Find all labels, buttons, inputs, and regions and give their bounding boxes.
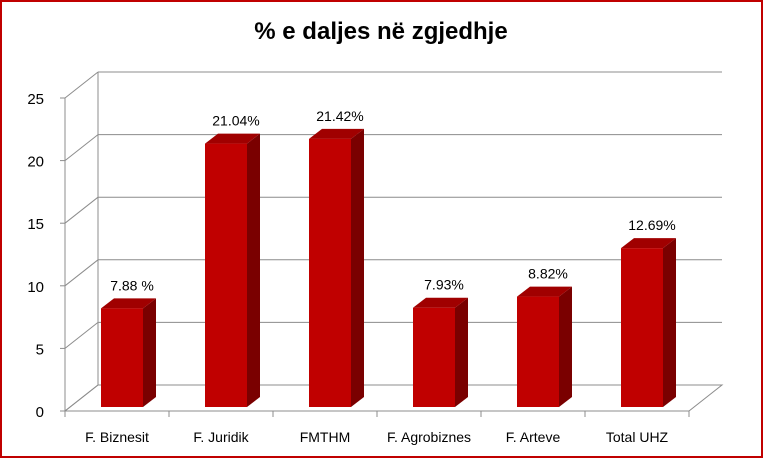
bar-front	[205, 143, 247, 407]
bar-top	[621, 238, 676, 249]
labels: 0 5 10 15 20 25 7.88 % F. Biznesit 21.04% F. Juri…	[27, 91, 675, 445]
category-label: F. Agrobiznes	[387, 429, 471, 445]
bar	[309, 128, 364, 407]
bar	[205, 133, 260, 407]
gridline-side	[64, 134, 99, 161]
bar-top	[101, 298, 156, 309]
bar	[413, 297, 468, 407]
data-label: 12.69%	[628, 217, 675, 233]
bar-front	[517, 296, 559, 407]
data-label: 7.93%	[424, 277, 464, 293]
bar-top	[517, 286, 572, 297]
gridline-side	[64, 322, 99, 349]
bar-front	[309, 138, 351, 407]
axes	[60, 72, 690, 417]
bar-side	[663, 238, 676, 407]
bar-side	[559, 286, 572, 407]
chart-title: % e daljes në zgjedhje	[254, 18, 507, 45]
bar	[621, 238, 676, 407]
category-label: FMTHM	[300, 429, 351, 445]
bar-top	[309, 128, 364, 139]
gridline-side	[64, 71, 99, 99]
y-tick-label: 20	[27, 154, 44, 171]
bar	[101, 298, 156, 407]
bar-side	[351, 128, 364, 407]
category-label: F. Arteve	[506, 429, 561, 445]
category-label: F. Juridik	[193, 429, 249, 445]
data-label: 21.42%	[316, 108, 363, 124]
category-label: F. Biznesit	[85, 429, 149, 445]
y-tick-label: 5	[36, 341, 44, 358]
y-tick-label: 10	[27, 279, 44, 296]
y-tick-label: 25	[27, 91, 44, 108]
bar-side	[247, 133, 260, 407]
data-label: 8.82%	[528, 266, 568, 282]
data-label: 21.04%	[212, 113, 259, 129]
bar-top	[205, 133, 260, 144]
bars	[101, 128, 676, 407]
y-tick-label: 15	[27, 216, 44, 233]
bar-side	[455, 297, 468, 407]
data-label: 7.88 %	[110, 277, 154, 293]
gridline-side	[64, 259, 99, 287]
gridline-side	[64, 196, 99, 224]
bar-front	[621, 248, 663, 407]
bar-front	[101, 308, 143, 407]
y-tick-label: 0	[36, 404, 44, 421]
bar-side	[143, 298, 156, 407]
bar	[517, 286, 572, 407]
bar-front	[413, 307, 455, 407]
category-label: Total UHZ	[606, 429, 669, 445]
bar-top	[413, 297, 468, 308]
